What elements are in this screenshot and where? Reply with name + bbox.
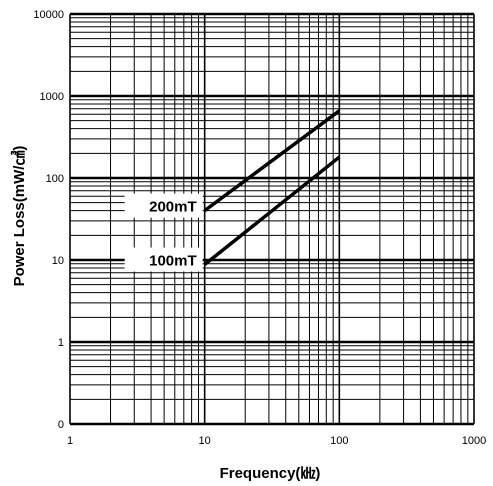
series-label-background: [124, 193, 203, 218]
x-axis-title: Frequency(㎑): [220, 465, 321, 482]
series-label-background: [124, 247, 203, 272]
y-tick-label: 10000: [33, 9, 64, 21]
y-tick-label: 0: [58, 419, 64, 431]
y-tick-label: 1: [58, 337, 64, 349]
y-axis-title: Power Loss(mW/㎤): [10, 146, 28, 287]
series-label-100mT: 100mT: [149, 253, 197, 270]
series-lines: 200mT 100mT: [124, 109, 341, 272]
grid: [69, 12, 475, 426]
series-line-200mT: [203, 109, 341, 213]
y-tick-label: 100: [46, 173, 64, 185]
x-tick-label: 1: [67, 435, 73, 447]
y-tick-label: 1000: [40, 91, 64, 103]
x-tick-label: 100: [330, 435, 348, 447]
series-line-100mT: [203, 155, 341, 266]
y-tick-label: 10: [52, 255, 64, 267]
x-tick-label: 1000: [462, 435, 486, 447]
x-tick-label: 10: [199, 435, 211, 447]
series-label-200mT: 200mT: [149, 199, 197, 216]
